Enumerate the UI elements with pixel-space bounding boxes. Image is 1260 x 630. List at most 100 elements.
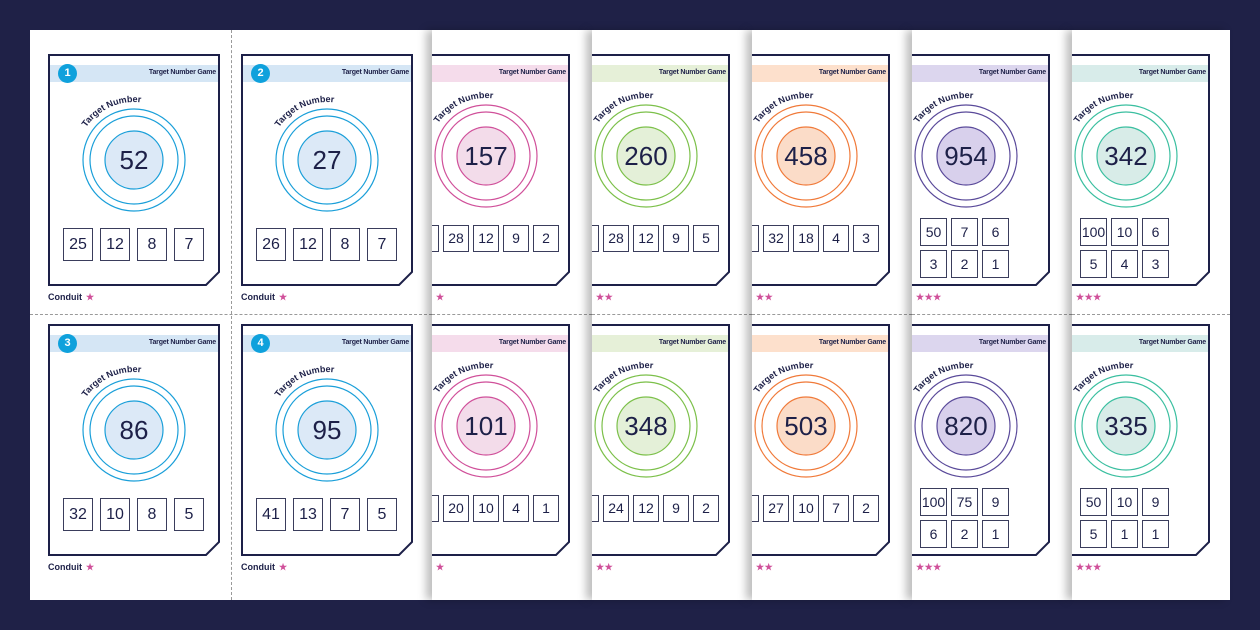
target-ring	[441, 111, 531, 201]
difficulty-stars: ★	[86, 292, 95, 302]
card-title: Target Number Game	[658, 69, 726, 76]
cut-line	[1072, 314, 1230, 315]
number-tile: 9	[663, 225, 689, 252]
difficulty-stars: ★★★	[916, 292, 942, 302]
card-title: Target Number Game	[818, 339, 886, 346]
card-frame: Target Number	[1072, 324, 1210, 556]
card-title: Target Number Game	[341, 339, 409, 346]
target-number: 335	[1104, 411, 1148, 441]
card-number-badge: 3	[58, 334, 77, 353]
cut-line	[432, 314, 592, 315]
game-card: Target Number Game Target Number 458 32 18 4 3…	[752, 54, 890, 314]
target-ring	[275, 378, 379, 482]
difficulty-stars: ★★	[596, 292, 614, 302]
card-header: Target Number Game	[241, 65, 413, 82]
target-label: Target Number	[752, 360, 814, 395]
number-tile: 13	[293, 498, 323, 531]
target-number: 95	[312, 415, 342, 445]
number-tile: 27	[763, 495, 789, 522]
game-card: Target Number Game Target Number 348 24 12 9 2…	[592, 324, 730, 584]
game-card: Target Number Game Target Number 820 100 75 9…	[912, 324, 1050, 584]
card-frame: Target Number	[432, 324, 570, 556]
target-label: Target Number	[912, 90, 974, 125]
number-tile: 75	[951, 488, 978, 516]
game-card: Target Number Game Target Number 335 50 10 9 5…	[1072, 324, 1210, 584]
target-ring	[104, 130, 164, 190]
number-tile: 6	[982, 218, 1009, 246]
target-ring	[936, 126, 996, 186]
number-tile: 7	[951, 218, 978, 246]
game-card: Target Number Game Target Number 2 27 26 12 8 7…	[241, 54, 413, 314]
card-footer: Conduit★★	[752, 562, 773, 573]
number-tile: 12	[633, 495, 659, 522]
target-label: Target Number	[592, 90, 654, 125]
card-footer: Conduit★★★	[912, 562, 942, 573]
svg-text:Target Number: Target Number	[912, 90, 974, 125]
card-title: Target Number Game	[978, 339, 1046, 346]
target-ring	[82, 108, 186, 212]
number-tile	[432, 225, 439, 252]
number-tile: 41	[256, 498, 286, 531]
worksheet-page: Target Number Game Target Number 458 32 18 4 3…	[752, 30, 912, 600]
target-ring	[754, 104, 858, 208]
target-ring	[456, 126, 516, 186]
target-ring	[297, 400, 357, 460]
target-ring	[1074, 104, 1178, 208]
target-number: 954	[944, 141, 988, 171]
number-tile: 10	[1111, 488, 1138, 516]
card-footer: Conduit★★	[592, 562, 613, 573]
number-tile: 1	[1111, 520, 1138, 548]
target-label: Target Number	[1072, 90, 1134, 125]
svg-text:Target Number: Target Number	[752, 90, 814, 125]
number-tile: 9	[982, 488, 1009, 516]
difficulty-stars: ★★	[596, 562, 614, 572]
card-frame: Target Number	[432, 54, 570, 286]
difficulty-stars: ★★★	[1076, 292, 1102, 302]
card-frame: Target Number	[912, 54, 1050, 286]
brand-label: Conduit	[48, 292, 82, 302]
card-title: Target Number Game	[148, 339, 216, 346]
card-footer: Conduit★★	[592, 292, 613, 303]
number-tile: 3	[920, 250, 947, 278]
target-number: 503	[784, 411, 828, 441]
card-header: Target Number Game	[912, 65, 1050, 82]
number-tile: 6	[1142, 218, 1169, 246]
target-number: 86	[119, 415, 149, 445]
target-ring	[434, 374, 538, 478]
target-label: Target Number	[752, 90, 814, 125]
card-footer: Conduit★	[432, 562, 445, 573]
card-title: Target Number Game	[978, 69, 1046, 76]
target-ring	[776, 126, 836, 186]
number-tile: 2	[853, 495, 879, 522]
card-frame: Target Number	[1072, 54, 1210, 286]
target-ring	[297, 130, 357, 190]
card-frame: Target Number	[592, 324, 730, 556]
target-ring	[1074, 374, 1178, 478]
game-card: Target Number Game Target Number 4 95 41 13 7 5…	[241, 324, 413, 584]
difficulty-stars: ★	[436, 292, 445, 302]
card-footer: Conduit★	[241, 562, 288, 573]
number-tile: 20	[443, 495, 469, 522]
number-tile: 5	[1080, 520, 1107, 548]
number-tile: 2	[693, 495, 719, 522]
number-tile: 100	[1080, 218, 1107, 246]
number-tile: 12	[100, 228, 130, 261]
number-tile: 50	[920, 218, 947, 246]
number-tile	[752, 225, 759, 252]
target-number: 458	[784, 141, 828, 171]
target-number: 342	[1104, 141, 1148, 171]
target-ring	[282, 385, 372, 475]
target-ring	[282, 115, 372, 205]
number-tile: 2	[951, 520, 978, 548]
number-tile: 7	[367, 228, 397, 261]
number-tile: 32	[63, 498, 93, 531]
target-ring	[914, 104, 1018, 208]
number-tile	[432, 495, 439, 522]
number-tile: 5	[367, 498, 397, 531]
worksheet-page: Target Number Game Target Number 954 50 7 6 3 2…	[912, 30, 1072, 600]
card-frame: Target Number	[48, 324, 220, 556]
target-ring	[89, 385, 179, 475]
card-title: Target Number Game	[148, 69, 216, 76]
number-tile: 10	[793, 495, 819, 522]
card-header: Target Number Game	[241, 335, 413, 352]
